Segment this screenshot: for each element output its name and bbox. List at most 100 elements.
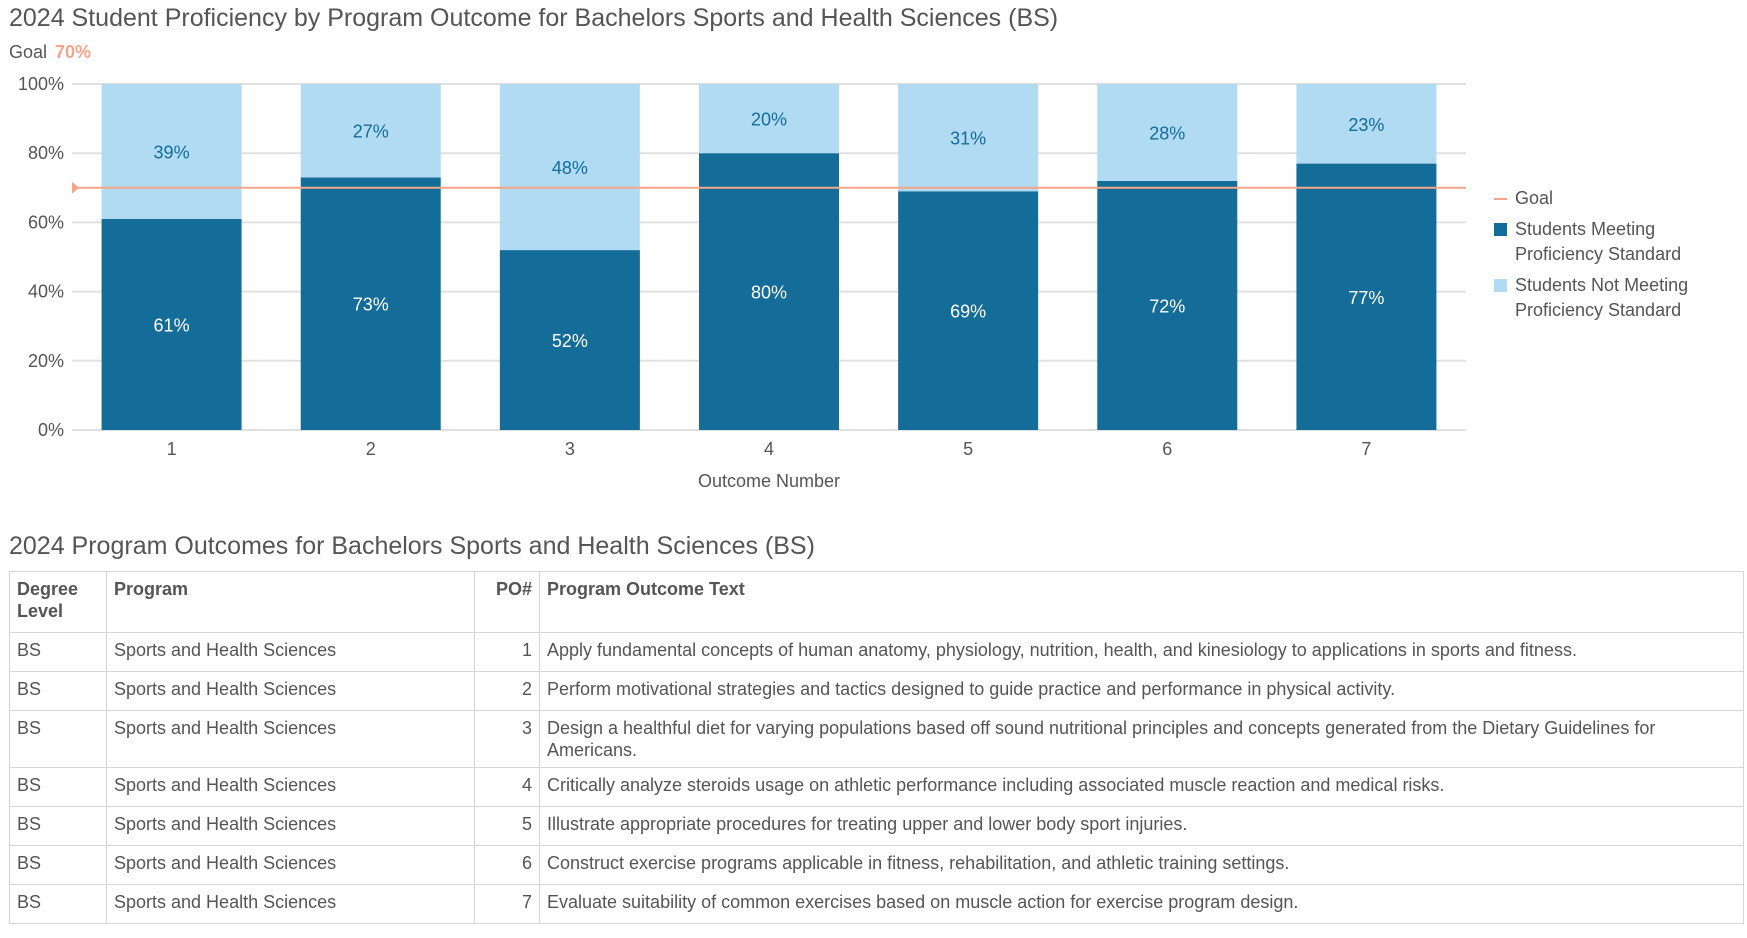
data-label: 80% — [751, 283, 787, 303]
program-cell: Sports and Health Sciences — [106, 710, 475, 768]
outcome-text-cell: Apply fundamental concepts of human anat… — [539, 632, 1744, 672]
y-tick-label: 100% — [18, 74, 64, 94]
y-tick-label: 20% — [28, 351, 64, 371]
bar-meeting — [300, 177, 441, 430]
po-number-cell: 2 — [474, 671, 540, 711]
y-tick-label: 80% — [28, 143, 64, 163]
header-program[interactable]: Program — [106, 571, 475, 633]
x-tick-label: 4 — [764, 439, 774, 459]
data-label: 23% — [1348, 115, 1384, 135]
data-label: 20% — [751, 110, 787, 130]
data-label: 61% — [154, 315, 190, 335]
x-tick-label: 2 — [366, 439, 376, 459]
data-label: 27% — [353, 122, 389, 142]
bar-meeting — [499, 250, 640, 430]
program-outcomes-table: Degree Level Program PO# Program Outcome… — [9, 571, 1744, 924]
outcome-text-cell: Design a healthful diet for varying popu… — [539, 710, 1744, 768]
degree-level-cell: BS — [9, 845, 107, 885]
x-tick-label: 3 — [565, 439, 575, 459]
table-header-row: Degree Level Program PO# Program Outcome… — [9, 571, 1744, 633]
data-label: 77% — [1348, 288, 1384, 308]
bar-not-meeting — [699, 84, 839, 154]
data-label: 48% — [552, 158, 588, 178]
bar-meeting — [1097, 180, 1238, 430]
bar-not-meeting — [300, 84, 441, 178]
outcome-text-cell: Evaluate suitability of common exercises… — [539, 884, 1744, 924]
data-label: 28% — [1149, 123, 1185, 143]
not-meeting-swatch — [1494, 279, 1507, 292]
goal-marker-icon — [72, 181, 79, 194]
program-cell: Sports and Health Sciences — [106, 632, 475, 672]
x-tick-label: 6 — [1162, 439, 1172, 459]
bar-meeting — [898, 191, 1039, 430]
degree-level-cell: BS — [9, 767, 107, 807]
degree-level-cell: BS — [9, 671, 107, 711]
program-cell: Sports and Health Sciences — [106, 884, 475, 924]
degree-level-cell: BS — [9, 710, 107, 768]
po-number-cell: 3 — [474, 710, 540, 768]
table-title: 2024 Program Outcomes for Bachelors Spor… — [9, 532, 815, 560]
bar-not-meeting — [1097, 84, 1238, 181]
data-label: 31% — [950, 129, 986, 149]
x-tick-label: 1 — [167, 439, 177, 459]
legend-label: Goal — [1515, 188, 1554, 208]
legend-label: Students Not Meeting Proficiency Standar… — [1515, 275, 1689, 320]
program-cell: Sports and Health Sciences — [106, 806, 475, 846]
x-tick-label: 7 — [1361, 439, 1371, 459]
header-outcome-text[interactable]: Program Outcome Text — [539, 571, 1744, 633]
table-row: BS Sports and Health Sciences 3 Design a he… — [9, 710, 1744, 768]
bar-not-meeting — [1296, 84, 1437, 164]
program-cell: Sports and Health Sciences — [106, 845, 475, 885]
program-cell: Sports and Health Sciences — [106, 767, 475, 807]
stacked-bar-chart: 0% 20% 40% 60% 80% 100% 61% 39% 1 73% 27% 2 52% 48% 3 8… — [18, 74, 1466, 491]
data-label: 73% — [353, 295, 389, 315]
legend-item-not-meeting[interactable]: Students Not Meeting Proficiency Standar… — [1494, 273, 1715, 323]
po-number-cell: 7 — [474, 884, 540, 924]
legend-item-goal[interactable]: Goal — [1494, 186, 1715, 211]
data-label: 39% — [154, 142, 190, 162]
y-tick-label: 0% — [38, 420, 64, 440]
y-tick-label: 40% — [28, 282, 64, 302]
po-number-cell: 1 — [474, 632, 540, 672]
x-axis-title: Outcome Number — [698, 471, 840, 491]
table-row: BS Sports and Health Sciences 6 Construct e… — [9, 845, 1744, 885]
outcome-text-cell: Construct exercise programs applicable i… — [539, 845, 1744, 885]
po-number-cell: 5 — [474, 806, 540, 846]
legend-label: Students Meeting Proficiency Standard — [1515, 219, 1682, 264]
table-row: BS Sports and Health Sciences 1 Apply funda… — [9, 632, 1744, 672]
table-row: BS Sports and Health Sciences 2 Perform mot… — [9, 671, 1744, 711]
outcome-text-cell: Perform motivational strategies and tact… — [539, 671, 1744, 711]
data-label: 69% — [950, 302, 986, 322]
chart-legend: Goal Students Meeting Proficiency Standa… — [1494, 186, 1715, 329]
table-row: BS Sports and Health Sciences 4 Critically … — [9, 767, 1744, 807]
bar-meeting — [699, 153, 839, 430]
goal-summary: Goal 70% — [9, 42, 91, 63]
program-cell: Sports and Health Sciences — [106, 671, 475, 711]
chart-title: 2024 Student Proficiency by Program Outc… — [9, 4, 1059, 32]
header-degree-level[interactable]: Degree Level — [9, 571, 107, 633]
po-number-cell: 4 — [474, 767, 540, 807]
bar-meeting — [1296, 163, 1437, 430]
po-number-cell: 6 — [474, 845, 540, 885]
bar-not-meeting — [898, 84, 1039, 192]
goal-value: 70% — [55, 42, 92, 62]
outcome-text-cell: Critically analyze steroids usage on ath… — [539, 767, 1744, 807]
degree-level-cell: BS — [9, 632, 107, 672]
bar-not-meeting — [101, 84, 242, 219]
legend-item-meeting[interactable]: Students Meeting Proficiency Standard — [1494, 217, 1715, 267]
goal-label: Goal — [9, 42, 48, 62]
goal-line-swatch — [1494, 198, 1507, 200]
y-tick-label: 60% — [28, 212, 64, 232]
data-label: 72% — [1149, 296, 1185, 316]
bar-not-meeting — [499, 84, 640, 251]
degree-level-cell: BS — [9, 806, 107, 846]
table-row: BS Sports and Health Sciences 5 Illustrate … — [9, 806, 1744, 846]
degree-level-cell: BS — [9, 884, 107, 924]
table-row: BS Sports and Health Sciences 7 Evaluate su… — [9, 884, 1744, 924]
data-label: 52% — [552, 331, 588, 351]
header-po-number[interactable]: PO# — [474, 571, 540, 633]
bar-meeting — [101, 218, 242, 430]
outcome-text-cell: Illustrate appropriate procedures for tr… — [539, 806, 1744, 846]
x-tick-label: 5 — [963, 439, 973, 459]
meeting-swatch — [1494, 223, 1507, 236]
